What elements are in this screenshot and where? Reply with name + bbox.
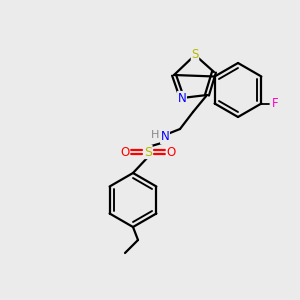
Text: O: O <box>120 146 130 158</box>
Text: N: N <box>178 92 186 104</box>
Text: O: O <box>167 146 176 158</box>
Text: S: S <box>144 146 152 158</box>
Text: H: H <box>151 130 159 140</box>
Text: N: N <box>160 130 169 143</box>
Text: F: F <box>272 97 279 110</box>
Text: S: S <box>191 49 199 62</box>
